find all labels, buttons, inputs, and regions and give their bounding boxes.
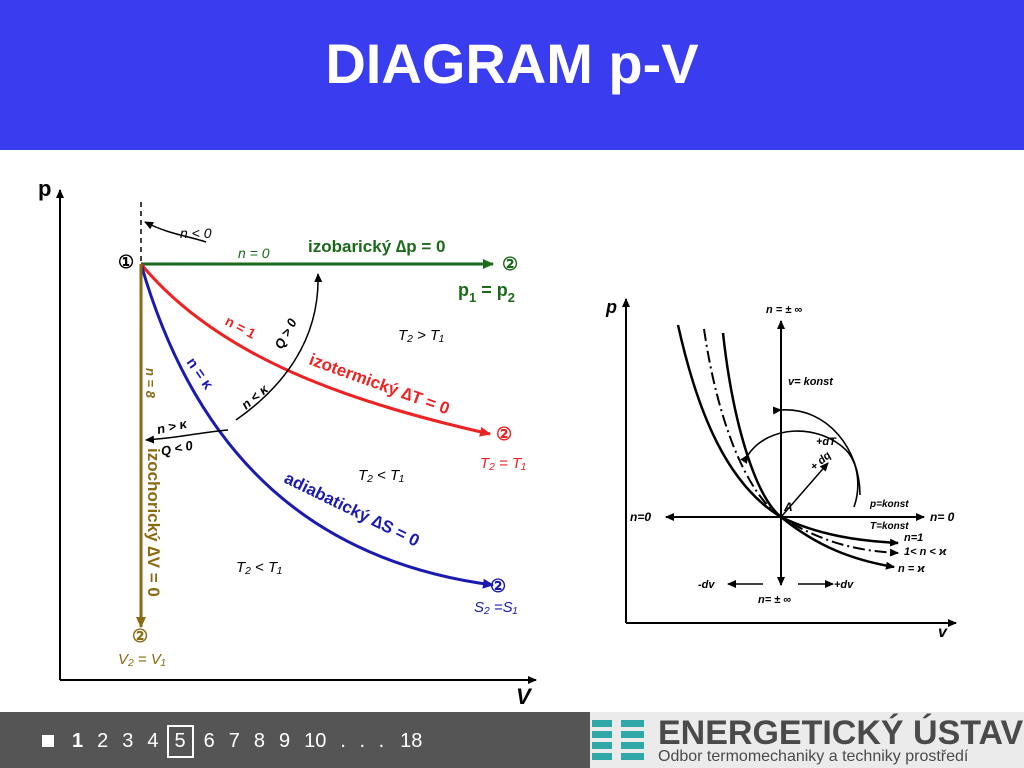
page-link-5[interactable]: 5 [166, 724, 194, 758]
n-gt-kappa-label: n > κ [156, 416, 189, 437]
isobaric-end-marker: ② [502, 254, 518, 274]
adiabatic-s-label: S₂ =S₁ [474, 599, 518, 616]
n-eq-1-label: n=1 [904, 532, 923, 544]
isothermal-label: izotermický ∆T = 0 [307, 350, 452, 418]
isotherm-curve [676, 324, 899, 547]
pv-diagram-main: p V ① n = 0 izobarický ∆p = 0 ② p1 = p2 … [38, 176, 537, 709]
isochoric-v-label: V₂ = V₁ [118, 651, 166, 668]
n-negative-label: n < 0 [180, 225, 212, 241]
slide-navigation: 1 2 3 4 5 6 7 8 9 10 . . . 18 [42, 724, 436, 758]
page-link-8[interactable]: 8 [253, 729, 265, 752]
isochoric-end-marker: ② [132, 626, 148, 646]
adiabat-curve [721, 332, 895, 570]
pv-diagram-polytropic: p v n = ± ∞ v= konst +dT + dq A p=konst … [605, 297, 957, 640]
p-axis-label: p [605, 297, 617, 317]
page-link-last[interactable]: 18 [400, 729, 423, 752]
footer-logo-bg [590, 712, 1024, 768]
page-link-6[interactable]: 6 [203, 729, 215, 752]
page-link-9[interactable]: 9 [279, 729, 291, 752]
isothermal-t-label: T₂ = T₁ [480, 455, 526, 472]
n-negative-arrow [144, 221, 207, 243]
n-inf-top-label: n = ± ∞ [766, 304, 802, 316]
slide-title: DIAGRAM p-V [325, 32, 699, 95]
dq-line [780, 462, 829, 518]
n-eq-0-right-label: n= 0 [930, 510, 955, 524]
logo-subtitle: Odbor termomechaniky a techniky prostřed… [658, 748, 969, 765]
p-axis-label: p [38, 176, 51, 201]
n-lt-kappa-label: n < κ [238, 381, 271, 412]
stop-icon[interactable] [42, 735, 54, 747]
isobaric-n-label: n = 0 [238, 245, 270, 261]
institute-logo-icon [592, 720, 644, 760]
isobaric-label: izobarický ∆p = 0 [308, 237, 446, 256]
v-konst-label: v= konst [788, 376, 834, 388]
page-link-7[interactable]: 7 [228, 729, 240, 752]
t2-lt-t1-label-1: T₂ < T₁ [358, 467, 404, 484]
title-bar: DIAGRAM p-V [0, 0, 1024, 150]
t2-gt-t1-label: T₂ > T₁ [398, 327, 444, 344]
t-konst-label: T=konst [870, 521, 909, 532]
page-link-4[interactable]: 4 [147, 729, 159, 752]
page-link-1[interactable]: 1 [72, 729, 84, 752]
state-1-marker: ① [118, 252, 134, 272]
isothermal-curve [139, 263, 491, 437]
page-link-3[interactable]: 3 [122, 729, 134, 752]
isothermal-end-marker: ② [496, 424, 512, 444]
plus-dq-label: + dq [808, 449, 833, 473]
q-positive-arrow [235, 273, 323, 421]
footer-bar: 1 2 3 4 5 6 7 8 9 10 . . . 18 ENERGETICK… [0, 712, 1024, 768]
page-ellipsis: . . . [340, 729, 389, 752]
n-between-label: 1< n < ϰ [904, 546, 947, 558]
page-link-2[interactable]: 2 [97, 729, 109, 752]
p-konst-label: p=konst [869, 499, 909, 510]
isochoric-n-label: n = 8 [143, 368, 158, 399]
footer-nav-bg: 1 2 3 4 5 6 7 8 9 10 . . . 18 [0, 712, 590, 768]
minus-dv-label: -dv [698, 579, 715, 591]
dt-arc [740, 430, 859, 508]
point-a-label: A [783, 500, 793, 514]
q-negative-label: Q < 0 [160, 437, 195, 459]
n-eq-kappa-label: n = ϰ [898, 563, 925, 575]
logo-title: ENERGETICKÝ ÚSTAV [658, 714, 1024, 752]
q-positive-label: Q > 0 [271, 315, 300, 351]
q-negative-arrow [145, 429, 229, 444]
polytrope-curve [703, 328, 899, 557]
v-axis-label: v [938, 624, 948, 640]
page-link-10[interactable]: 10 [304, 729, 327, 752]
p1-eq-p2-label: p1 = p2 [458, 280, 515, 305]
dq-arc [772, 406, 861, 496]
t2-lt-t1-label-2: T₂ < T₁ [236, 559, 282, 576]
v-axis-label: V [516, 684, 533, 709]
plus-dt-label: +dT [816, 436, 837, 448]
isochoric-label: izochorický ∆V = 0 [144, 448, 163, 597]
adiabatic-curve [139, 263, 494, 589]
plus-dv-label: +dv [834, 579, 854, 591]
n-eq-0-left-label: n=0 [630, 510, 651, 524]
adiabatic-end-marker: ② [490, 576, 506, 596]
n-inf-bottom-label: n= ± ∞ [758, 594, 791, 606]
adiabatic-n-label: n = κ [183, 355, 217, 394]
